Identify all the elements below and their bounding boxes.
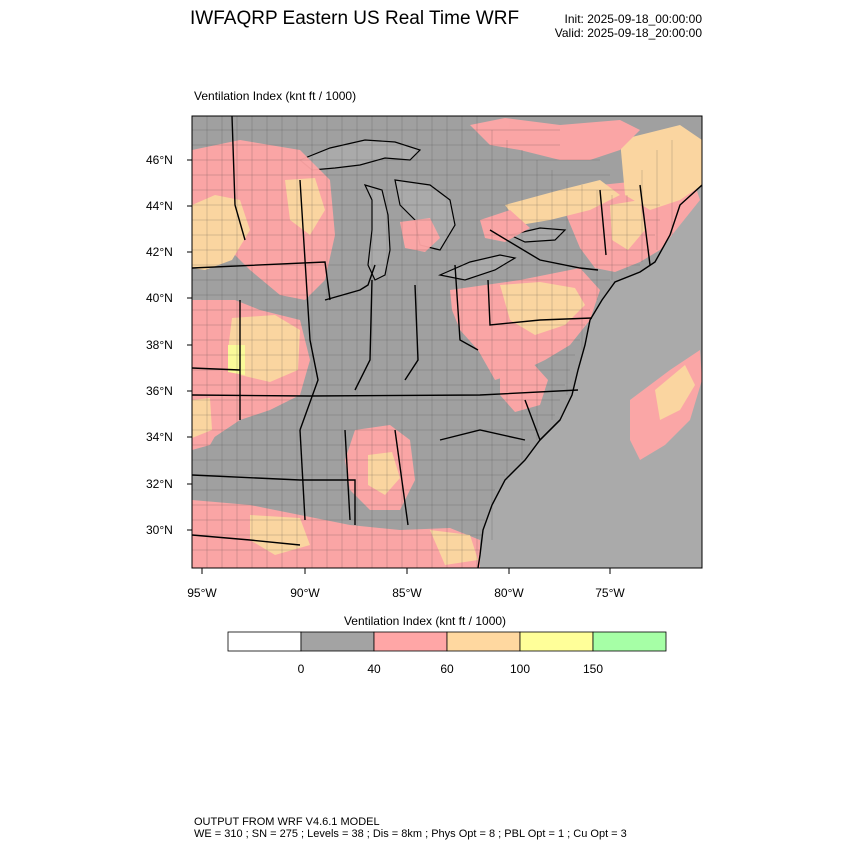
colorbar-tick-label: 100 xyxy=(509,662,531,676)
lat-label: 44°N xyxy=(146,199,173,213)
colorbar xyxy=(227,631,667,652)
colorbar-title: Ventilation Index (knt ft / 1000) xyxy=(343,614,507,628)
field-orange-atlantic xyxy=(655,365,695,420)
colorbar-tick-label: 0 xyxy=(297,662,305,676)
field-orange-wis xyxy=(285,178,325,235)
lon-label: 95°W xyxy=(187,586,217,600)
lon-ticks xyxy=(201,568,611,574)
colorbar-swatch xyxy=(300,631,375,652)
field-orange-on xyxy=(505,180,620,225)
lon-label: 75°W xyxy=(595,586,625,600)
colorbar-swatch xyxy=(373,631,448,652)
colorbar-tick-label: 150 xyxy=(582,662,604,676)
lat-label: 30°N xyxy=(146,523,173,537)
colorbar-swatch xyxy=(227,631,302,652)
great-lakes xyxy=(298,139,567,281)
lat-label: 34°N xyxy=(146,430,173,444)
field-yellow-mo xyxy=(228,345,245,375)
plot-title: IWFAQRP Eastern US Real Time WRF xyxy=(190,8,520,29)
field-pink-on xyxy=(480,210,530,242)
colorbar-swatch xyxy=(592,631,667,652)
colorbar-tick-label: 40 xyxy=(367,662,381,676)
lat-label: 32°N xyxy=(146,477,173,491)
lat-label: 36°N xyxy=(146,384,173,398)
lon-label: 90°W xyxy=(290,586,320,600)
lon-label: 80°W xyxy=(494,586,524,600)
field-pink-va xyxy=(500,360,548,412)
state-borders xyxy=(192,116,651,546)
lat-label: 38°N xyxy=(146,338,173,352)
county-grid xyxy=(192,116,673,568)
field-orange-west xyxy=(192,195,250,270)
lat-label: 46°N xyxy=(146,153,173,167)
model-info: OUTPUT FROM WRF V4.6.1 MODEL xyxy=(194,816,380,828)
field-orange-vt xyxy=(610,200,645,250)
lat-label: 42°N xyxy=(146,245,173,259)
field-orange-al xyxy=(368,452,400,495)
field-label: Ventilation Index (knt ft / 1000) xyxy=(194,89,357,103)
colorbar-tick-label: 60 xyxy=(440,662,454,676)
map-frame xyxy=(191,115,703,569)
lat-ticks xyxy=(187,159,192,531)
field-orange-fl xyxy=(430,530,478,565)
coastline xyxy=(477,184,702,568)
valid-time: Valid: 2025-09-18_20:00:00 xyxy=(554,26,702,40)
init-time: Init: 2025-09-18_00:00:00 xyxy=(564,12,702,26)
lon-label: 85°W xyxy=(392,586,422,600)
field-pink-canada xyxy=(470,118,640,160)
colorbar-swatch xyxy=(519,631,594,652)
lat-label: 40°N xyxy=(146,291,173,305)
model-config: WE = 310 ; SN = 275 ; Levels = 38 ; Dis … xyxy=(194,828,627,840)
colorbar-swatch xyxy=(446,631,521,652)
map-plot-area xyxy=(192,116,702,568)
